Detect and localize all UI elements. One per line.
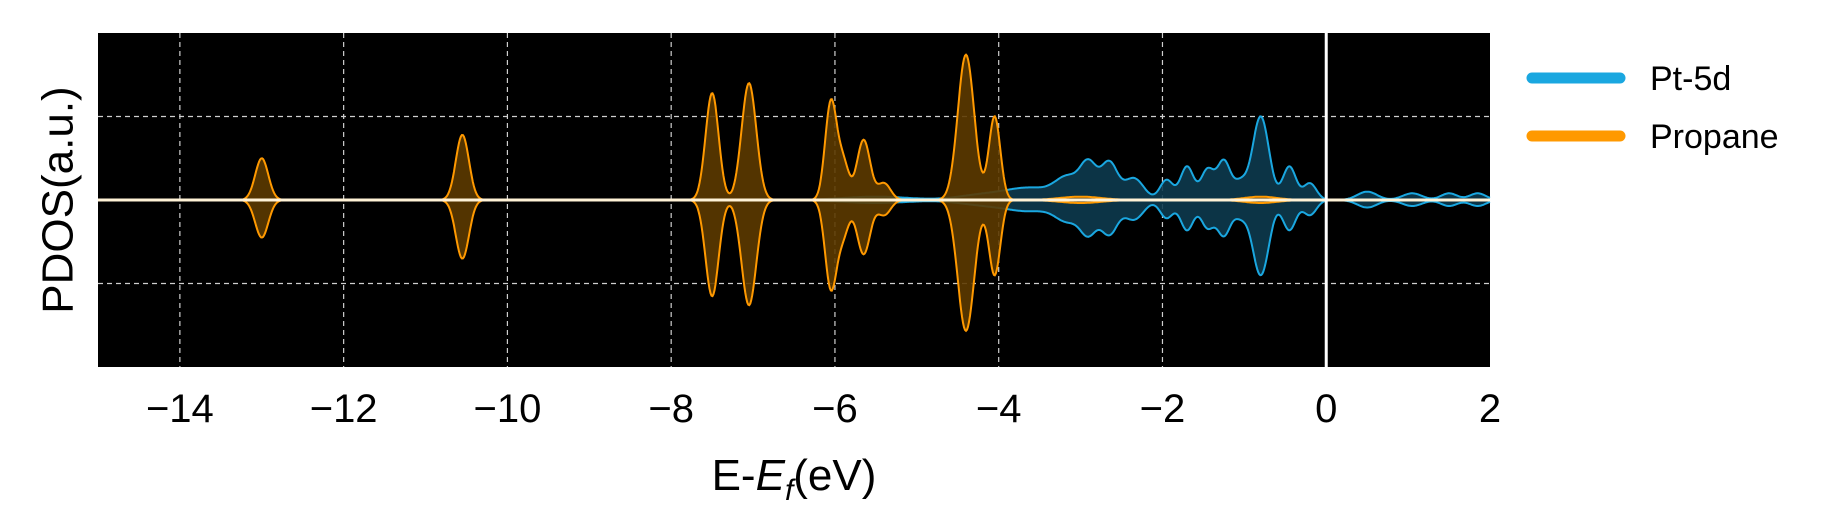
x-tick-label: −8 bbox=[648, 387, 694, 431]
x-tick-label: −10 bbox=[473, 387, 541, 431]
x-tick-label: −6 bbox=[812, 387, 858, 431]
x-tick-label: 0 bbox=[1315, 387, 1337, 431]
x-tick-label: −4 bbox=[976, 387, 1022, 431]
y-axis-label: PDOS(a.u.) bbox=[34, 86, 83, 313]
legend-label: Pt-5d bbox=[1650, 60, 1731, 98]
x-label-subscript: f bbox=[785, 474, 796, 507]
x-tick-label: −14 bbox=[146, 387, 214, 431]
x-label-symbol: E bbox=[756, 451, 786, 500]
x-axis-label: E-Ef(eV) bbox=[712, 451, 877, 507]
x-tick-label: −2 bbox=[1140, 387, 1186, 431]
x-tick-labels: −14 −12 −10 −8 −6 −4 −2 0 2 bbox=[146, 387, 1501, 431]
x-label-suffix: (eV) bbox=[793, 451, 876, 500]
x-tick-label: 2 bbox=[1479, 387, 1501, 431]
x-label-prefix: E- bbox=[712, 451, 756, 500]
x-tick-label: −12 bbox=[310, 387, 378, 431]
legend: Pt-5d Propane bbox=[1526, 60, 1779, 156]
legend-label: Propane bbox=[1650, 118, 1779, 156]
